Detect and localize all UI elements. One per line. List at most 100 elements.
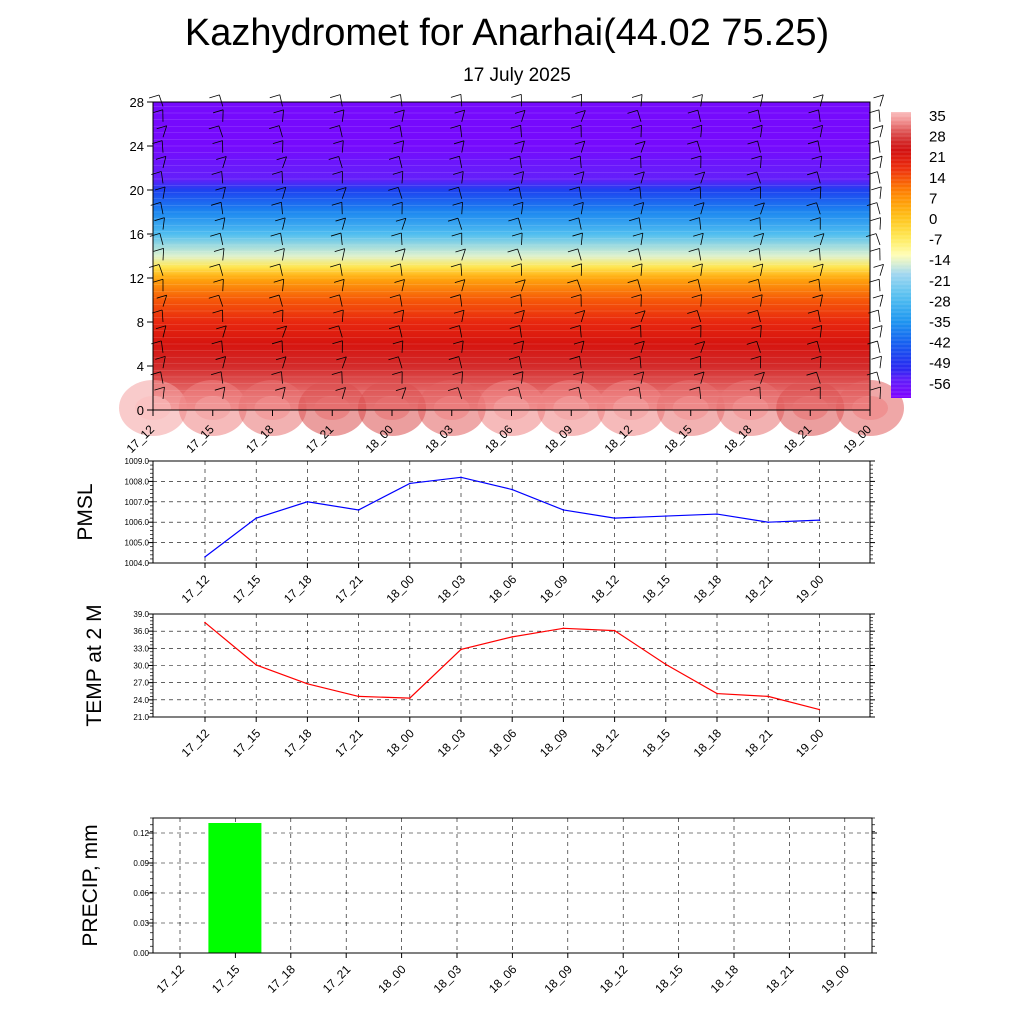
wind-barb bbox=[748, 248, 761, 261]
x-tick-label: 18_06 bbox=[486, 726, 520, 760]
wind-barb-flag bbox=[694, 341, 705, 345]
y-tick-label: 1004.0 bbox=[125, 559, 150, 568]
wind-barb-staff bbox=[580, 371, 584, 384]
wind-barb-staff bbox=[160, 340, 164, 353]
wind-barb-staff bbox=[281, 371, 283, 384]
wind-barb bbox=[746, 341, 761, 353]
wind-barb-staff bbox=[819, 325, 823, 338]
wind-barb bbox=[510, 294, 522, 307]
wind-barb-flag bbox=[270, 232, 281, 237]
wind-barb bbox=[693, 232, 704, 246]
wind-barb bbox=[452, 201, 463, 215]
precip-bar bbox=[208, 823, 262, 953]
wind-barb-flag bbox=[209, 94, 220, 99]
wind-barb bbox=[214, 386, 226, 400]
wind-barb bbox=[633, 371, 645, 384]
pmsl-panel: 1004.0 1005.0 1006.0 1007.0 1008.0 1009.0 17_1… bbox=[74, 457, 875, 606]
wind-barb bbox=[569, 355, 582, 369]
wind-barb-staff bbox=[521, 232, 523, 246]
wind-barb-flag bbox=[447, 217, 459, 222]
wind-barb bbox=[867, 171, 881, 184]
data-point bbox=[613, 517, 616, 519]
data-point bbox=[818, 708, 821, 711]
wind-barb-staff bbox=[518, 217, 522, 230]
wind-barb-staff bbox=[461, 248, 466, 261]
colorbar-label: 35 bbox=[929, 108, 946, 125]
wind-barb-flag bbox=[870, 386, 881, 391]
wind-barb-staff bbox=[520, 125, 522, 138]
wind-barb bbox=[690, 155, 702, 169]
wind-barb-flag bbox=[806, 371, 817, 376]
wind-barb-staff bbox=[401, 171, 404, 184]
wind-barb bbox=[872, 125, 884, 138]
wind-barb bbox=[269, 263, 283, 276]
x-tick-label: 18_12 bbox=[588, 572, 622, 606]
wind-barb bbox=[811, 325, 823, 338]
wind-barb-staff bbox=[282, 279, 285, 292]
colorbar-label: -14 bbox=[929, 252, 951, 269]
wind-barb bbox=[449, 155, 463, 169]
wind-barb-staff bbox=[819, 186, 822, 199]
wind-barb-flag bbox=[269, 294, 280, 299]
wind-barb bbox=[454, 279, 466, 292]
wind-barb bbox=[153, 248, 165, 261]
wind-barb bbox=[211, 340, 224, 353]
y-axis-label: TEMP at 2 M bbox=[83, 604, 106, 726]
wind-barb bbox=[570, 124, 582, 138]
x-tick-label: 17_21 bbox=[332, 726, 366, 760]
wind-barb-flag bbox=[629, 217, 640, 222]
wind-barb bbox=[511, 263, 522, 276]
wind-barb-staff bbox=[160, 171, 164, 184]
wind-barb-staff bbox=[756, 171, 761, 184]
wind-barb-flag bbox=[813, 233, 825, 237]
wind-barb-flag bbox=[330, 263, 341, 268]
wind-barb-flag bbox=[690, 325, 702, 329]
wind-barb bbox=[208, 125, 224, 138]
wind-barb-staff bbox=[221, 340, 224, 353]
wind-barb bbox=[750, 186, 761, 199]
wind-barb-flag bbox=[211, 171, 222, 175]
wind-barb-staff bbox=[576, 279, 582, 292]
wind-barb-flag bbox=[806, 202, 817, 207]
wind-barb-staff bbox=[697, 110, 702, 122]
wind-barb bbox=[330, 232, 343, 246]
wind-barb-flag bbox=[570, 325, 581, 329]
wind-barb-staff bbox=[282, 217, 286, 230]
wind-barb-flag bbox=[634, 140, 646, 145]
wind-barb-staff bbox=[879, 356, 882, 369]
wind-barb-flag bbox=[514, 309, 525, 314]
wind-barb-staff bbox=[160, 202, 164, 215]
y-axis-label: PRECIP, mm bbox=[79, 824, 102, 946]
wind-barb-staff bbox=[758, 279, 761, 292]
wind-barb-flag bbox=[454, 279, 465, 283]
wind-barb bbox=[627, 279, 642, 292]
wind-barb-flag bbox=[687, 109, 698, 114]
data-point bbox=[255, 664, 257, 666]
wind-barb-flag bbox=[392, 201, 403, 206]
wind-barb-flag bbox=[275, 217, 286, 222]
wind-barb bbox=[216, 156, 227, 169]
wind-barb-flag bbox=[630, 155, 641, 160]
wind-barb-flag bbox=[812, 125, 823, 129]
wind-barb bbox=[210, 201, 224, 215]
y-tick-label: 30.0 bbox=[133, 662, 149, 671]
wind-barb-flag bbox=[512, 232, 523, 237]
wind-barb-staff bbox=[219, 233, 224, 246]
wind-barb bbox=[451, 232, 463, 245]
wind-barb bbox=[152, 140, 164, 153]
wind-barb-flag bbox=[629, 355, 641, 360]
colorbar-label: -42 bbox=[929, 335, 951, 352]
surface-temp-core bbox=[613, 396, 649, 420]
wind-barb bbox=[693, 371, 705, 384]
wind-barb-flag bbox=[392, 171, 403, 175]
y-tick-label: 1005.0 bbox=[125, 539, 150, 548]
wind-barb-staff bbox=[399, 125, 403, 138]
wind-barb-staff bbox=[521, 340, 524, 353]
wind-barb-flag bbox=[810, 355, 822, 360]
wind-barb-staff bbox=[696, 310, 702, 323]
wind-barb bbox=[336, 356, 347, 369]
wind-barb-flag bbox=[392, 340, 403, 345]
colorbar-label: -49 bbox=[929, 355, 951, 372]
wind-barb-staff bbox=[162, 325, 167, 338]
wind-barb-staff bbox=[879, 294, 884, 307]
